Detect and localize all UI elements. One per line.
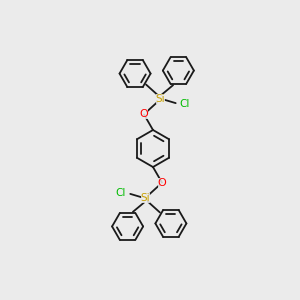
- Text: O: O: [158, 178, 166, 188]
- Text: Si: Si: [156, 94, 165, 104]
- Text: Si: Si: [141, 193, 150, 203]
- Text: Cl: Cl: [116, 188, 126, 198]
- Text: O: O: [140, 110, 148, 119]
- Text: Cl: Cl: [180, 99, 190, 109]
